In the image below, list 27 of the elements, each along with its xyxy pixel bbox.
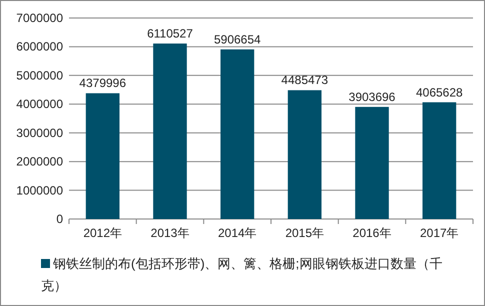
bar <box>288 90 322 219</box>
data-label: 4379996 <box>79 76 126 90</box>
bar <box>153 44 187 219</box>
y-tick-label: 1000000 <box>16 183 64 198</box>
data-label: 5906654 <box>214 32 262 46</box>
x-tick-label: 2015年 <box>285 226 324 240</box>
bar <box>422 102 456 219</box>
y-tick-label: 4000000 <box>16 97 64 112</box>
bar <box>220 49 254 219</box>
y-tick-label: 3000000 <box>16 126 64 140</box>
bar <box>355 106 389 219</box>
x-tick-label: 2017年 <box>420 226 459 240</box>
data-label: 3903696 <box>348 90 396 104</box>
x-tick-label: 2014年 <box>218 226 257 240</box>
y-tick-label: 7000000 <box>16 11 64 25</box>
y-tick-label: 2000000 <box>16 154 64 169</box>
legend-label: 钢铁丝制的布(包括环形带)、网、篱、格栅;网眼钢铁板进口数量（千克） <box>41 256 442 293</box>
y-tick-label: 6000000 <box>16 40 64 54</box>
x-tick-label: 2013年 <box>150 226 190 240</box>
data-label: 4485473 <box>281 73 328 88</box>
data-label: 4065628 <box>416 85 464 100</box>
y-tick-label: 5000000 <box>16 68 64 82</box>
x-tick-label: 2012年 <box>83 226 122 240</box>
x-tick-label: 2016年 <box>352 226 392 240</box>
data-label: 6110527 <box>147 26 194 41</box>
bar <box>86 93 120 219</box>
y-tick-label: 0 <box>56 212 64 226</box>
